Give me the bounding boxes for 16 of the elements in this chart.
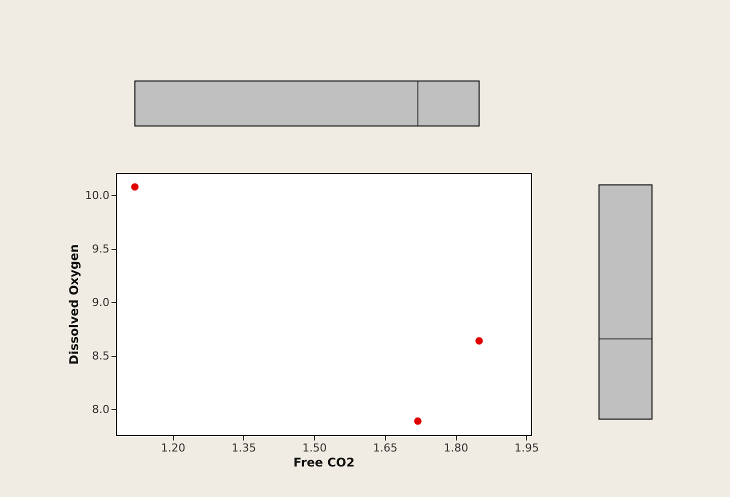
x-tick-label: 1.35 [232,442,256,454]
y-tick-label: 9.5 [92,242,110,256]
y-axis-title: Dissolved Oxygen [67,244,82,365]
x-tick-label: 1.80 [444,442,468,454]
y-tick-label: 9.0 [92,296,110,309]
y-tick-label: 10.0 [85,188,110,202]
x-tick-label: 1.95 [514,442,540,454]
y-tick-label: 8.0 [92,402,110,416]
point [131,183,139,191]
point [475,337,483,345]
x-tick-label: 1.65 [373,442,398,454]
x-tick-label: 1.20 [160,442,186,454]
point [414,417,422,425]
y-tick-label: 8.5 [92,349,110,362]
x-axis-title: Free CO2 [293,456,355,470]
x-tick-label: 1.50 [302,442,327,454]
